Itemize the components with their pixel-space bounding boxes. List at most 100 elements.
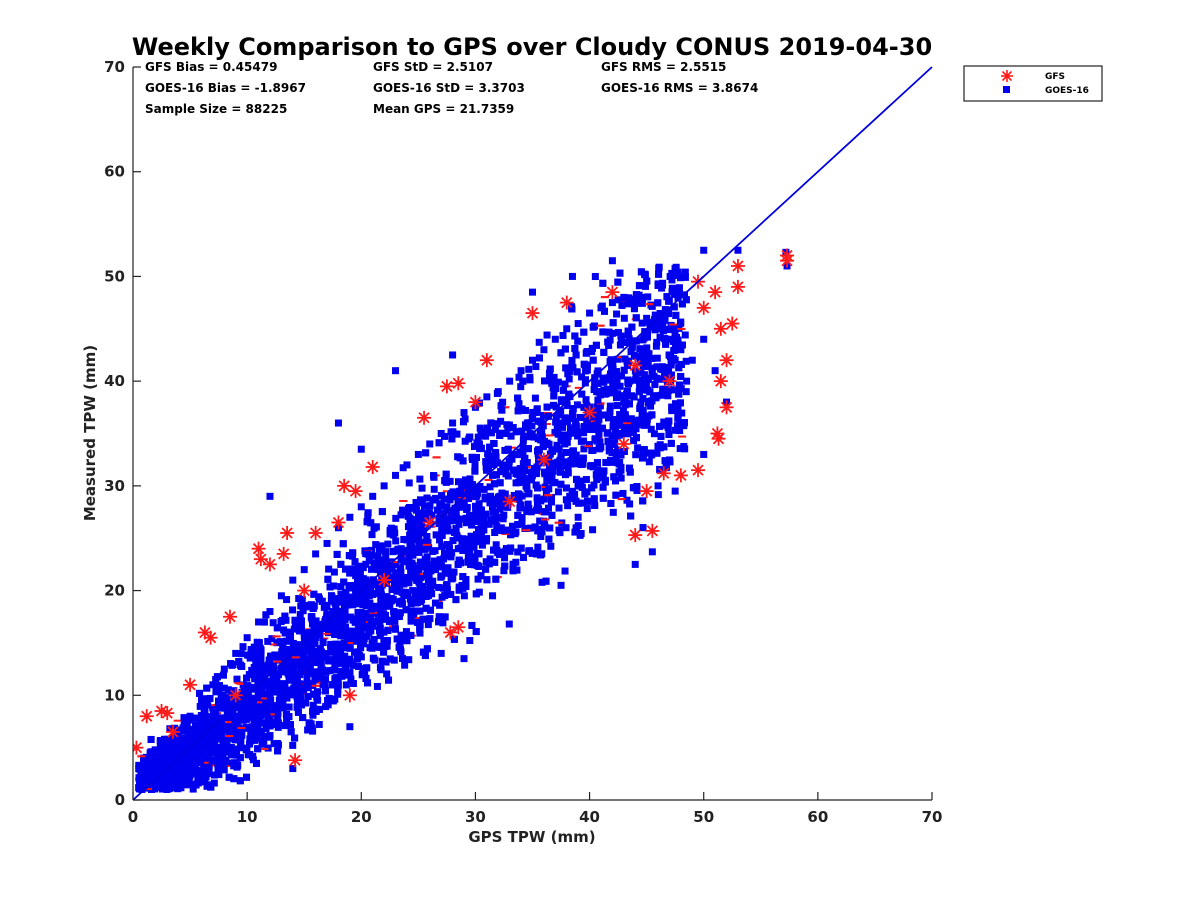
cloud-point [451,528,459,536]
cloud-point [282,637,290,645]
cloud-point [680,442,688,450]
cloud-point [609,508,617,516]
cloud-point [529,408,537,416]
cloud-point [239,643,247,651]
cloud-point [322,668,330,676]
cloud-point [242,715,250,723]
cloud-point [498,548,506,556]
cloud-point [211,716,219,724]
cloud-point [562,484,570,492]
cloud-point [528,414,536,422]
cloud-point [610,473,618,481]
cloud-point [581,379,589,387]
cloud-point [365,628,373,636]
cloud-point [345,628,353,636]
cloud-point [588,344,596,352]
cloud-point [674,294,682,302]
cloud-point [345,593,353,601]
goes16-point [346,513,354,521]
cloud-point [520,461,528,469]
cloud-point [318,597,326,605]
cloud-point [539,422,547,430]
cloud-point [592,341,600,349]
cloud-point [397,564,405,572]
cloud-point [477,512,485,520]
cloud-point [360,633,368,641]
gfs-point [417,410,432,425]
cloud-point [614,446,622,454]
cloud-point [606,402,614,410]
cloud-point [393,573,401,581]
cloud-point [569,447,577,455]
cloud-point [557,480,565,488]
cloud-point [670,303,678,311]
cloud-point [588,446,596,454]
cloud-point [540,508,548,516]
cloud-point [648,370,656,378]
gfs-point [251,541,266,556]
cloud-point [422,571,430,579]
cloud-point [203,713,211,721]
goes16-point [511,450,519,458]
cloud-point [568,425,576,433]
cloud-point [408,560,416,568]
cloud-point [404,547,412,555]
cloud-point [425,509,433,517]
cloud-point [519,443,527,451]
cloud-point [169,764,177,772]
cloud-point [426,502,434,510]
cloud-point [281,629,289,637]
cloud-point [620,448,628,456]
cloud-point [217,763,225,771]
cloud-point [311,627,319,635]
cloud-point [559,386,567,394]
cloud-point [561,414,569,422]
cloud-point [303,674,311,682]
cloud-point [364,509,372,517]
cloud-point [682,296,690,304]
cloud-point [358,616,366,624]
cloud-point [624,430,632,438]
cloud-point [505,463,513,471]
cloud-point [565,375,573,383]
cloud-point [423,553,431,561]
goes16-point [295,681,303,689]
cloud-point [558,423,566,431]
cloud-point [524,424,532,432]
cloud-point [477,444,485,452]
cloud-point [427,578,435,586]
cloud-point [548,447,556,455]
cloud-point [378,657,386,665]
cloud-point [225,721,234,724]
cloud-point [158,746,166,754]
cloud-point [341,665,349,673]
cloud-point [151,746,159,754]
cloud-point [604,414,612,422]
goes16-point [197,697,205,705]
cloud-point [429,496,437,504]
goes16-point [631,560,639,568]
cloud-point [638,411,646,419]
cloud-point [674,341,682,349]
cloud-point [372,523,380,531]
cloud-point [340,629,348,637]
cloud-point [569,405,577,413]
cloud-point [349,661,357,669]
goes16-point [700,335,708,343]
cloud-point [213,732,221,740]
cloud-point [571,344,579,352]
cloud-point [633,483,641,491]
cloud-point [545,434,554,437]
cloud-point [655,264,663,272]
cloud-point [431,547,439,555]
cloud-point [656,333,664,341]
cloud-point [572,524,580,532]
cloud-point [602,458,610,466]
cloud-point [555,411,563,419]
cloud-point [466,637,474,645]
cloud-point [209,725,217,733]
cloud-point [498,429,506,437]
cloud-point [605,328,613,336]
cloud-point [677,274,685,282]
cloud-point [189,759,197,767]
